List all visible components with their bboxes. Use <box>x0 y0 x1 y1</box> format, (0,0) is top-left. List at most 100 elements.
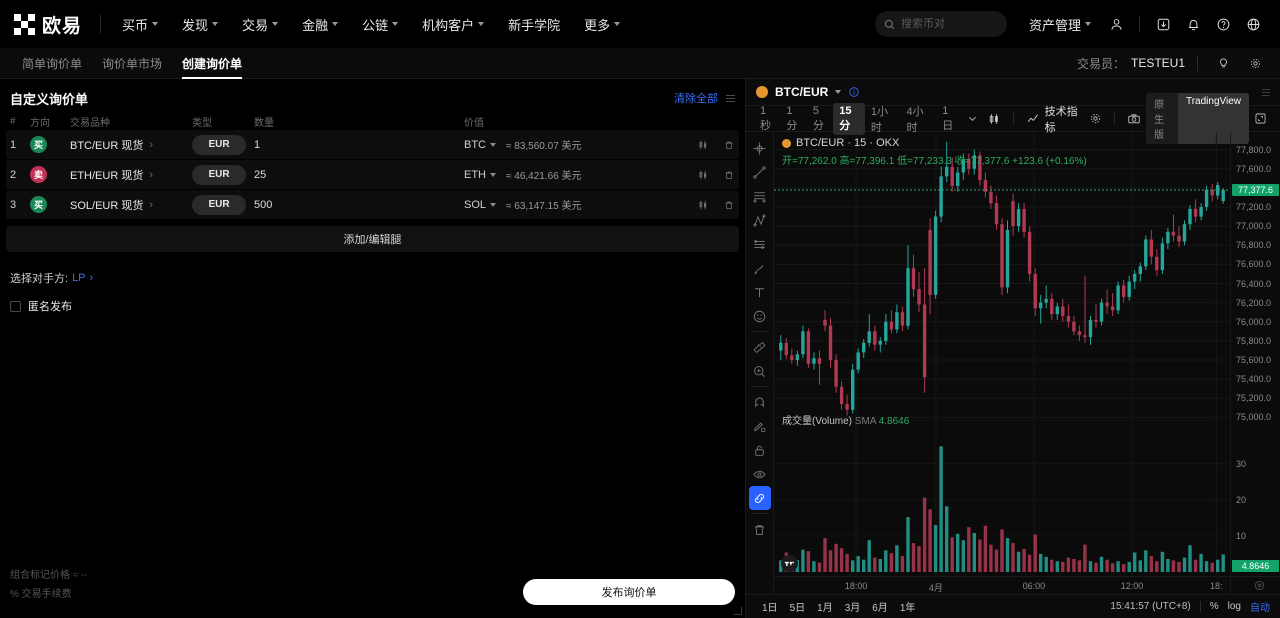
timeframe-4小时[interactable]: 4小时 <box>906 105 924 134</box>
direction-badge[interactable]: 卖 <box>30 166 47 183</box>
fib-retracement-tool-icon[interactable] <box>749 184 771 208</box>
panel-resize-grip[interactable] <box>734 607 742 615</box>
zoom-in-icon[interactable] <box>749 359 771 383</box>
delete-row-trash-icon[interactable] <box>723 169 735 181</box>
magnet-icon[interactable] <box>749 390 771 414</box>
row-symbol-cell[interactable]: ETH/EUR 现货 › <box>70 167 192 183</box>
nav-item-3[interactable]: 金融 <box>291 9 349 40</box>
timeframe-1日[interactable]: 1日 <box>942 104 954 132</box>
row-symbol-cell[interactable]: BTC/EUR 现货 › <box>70 137 192 153</box>
row-currency-select[interactable]: ETH <box>464 169 496 181</box>
tab-2[interactable]: 创建询价单 <box>172 48 252 79</box>
delete-row-trash-icon[interactable] <box>723 199 735 211</box>
globe-icon[interactable] <box>1240 11 1266 37</box>
chart-plot-area[interactable]: BTC/EUR · 15 · OKX 开=77,262.0 高=77,396.1… <box>774 132 1230 576</box>
table-row[interactable]: 2 卖 ETH/EUR 现货 › EUR 25 ETH ≈ 46,421.66 美元 <box>6 160 739 189</box>
nav-item-0[interactable]: 买币 <box>111 9 169 40</box>
type-chip[interactable]: EUR <box>192 194 246 215</box>
emoji-tool-icon[interactable] <box>749 304 771 328</box>
direction-badge[interactable]: 买 <box>30 136 47 153</box>
view-tradingview-button[interactable]: TradingView <box>1177 93 1250 144</box>
delete-row-trash-icon[interactable] <box>723 139 735 151</box>
chart-settings-gear-icon[interactable] <box>1084 112 1107 125</box>
timeframe-5分[interactable]: 5分 <box>812 104 824 132</box>
range-6月[interactable]: 6月 <box>872 603 888 614</box>
nav-item-1[interactable]: 发现 <box>171 9 229 40</box>
help-icon[interactable] <box>1210 11 1236 37</box>
range-1年[interactable]: 1年 <box>899 603 916 614</box>
nav-item-7[interactable]: 更多 <box>573 9 631 40</box>
row-quantity[interactable]: 1 <box>254 138 261 151</box>
pitchfork-tool-icon[interactable] <box>749 208 771 232</box>
snapshot-camera-icon[interactable] <box>1122 112 1146 126</box>
log-scale-button[interactable]: log <box>1227 601 1241 612</box>
chevron-down-icon[interactable] <box>835 90 842 94</box>
asset-management-menu[interactable]: 资产管理 <box>1021 9 1099 40</box>
chevron-right-icon[interactable]: › <box>149 198 154 211</box>
anonymous-checkbox[interactable] <box>10 300 21 312</box>
time-axis[interactable]: 18:00 4月 06:00 12:00 18: <box>774 576 1230 594</box>
trash-icon[interactable] <box>749 517 771 541</box>
download-icon[interactable] <box>1150 11 1176 37</box>
timeframe-1分[interactable]: 1分 <box>786 104 798 132</box>
table-row[interactable]: 1 买 BTC/EUR 现货 › EUR 1 BTC ≈ 83,560.07 美元 <box>6 130 739 159</box>
price-axis[interactable]: 77,800.077,600.077,400.077,200.077,000.0… <box>1230 132 1280 576</box>
okx-logo[interactable]: 欧易 <box>14 11 82 38</box>
direction-badge[interactable]: 买 <box>30 196 47 213</box>
range-1月[interactable]: 1月 <box>817 603 833 614</box>
chevron-right-icon[interactable]: › <box>149 168 154 181</box>
tradingview-logo[interactable] <box>781 555 798 572</box>
indicator-chart-icon[interactable] <box>1021 112 1045 126</box>
row-quantity[interactable]: 500 <box>254 198 273 211</box>
tab-0[interactable]: 简单询价单 <box>22 56 83 71</box>
candle-chart-icon[interactable] <box>697 169 709 181</box>
text-tool-icon[interactable] <box>749 280 771 304</box>
trend-line-tool-icon[interactable] <box>749 160 771 184</box>
bell-icon[interactable] <box>1180 11 1206 37</box>
panel-drag-handle[interactable] <box>726 94 735 102</box>
table-row[interactable]: 3 买 SOL/EUR 现货 › EUR 500 SOL ≈ 63,147.15 美元 <box>6 190 739 219</box>
chart-panel-drag-handle[interactable] <box>1262 88 1270 96</box>
publish-rfq-button[interactable]: 发布询价单 <box>523 579 735 605</box>
technical-indicators-button[interactable]: 技术指标 <box>1044 105 1078 134</box>
candle-type-icon[interactable] <box>982 112 1006 126</box>
timeframe-1秒[interactable]: 1秒 <box>760 104 771 132</box>
row-currency-select[interactable]: BTC <box>464 139 496 151</box>
gann-box-tool-icon[interactable] <box>749 232 771 256</box>
row-currency-select[interactable]: SOL <box>464 199 497 211</box>
nav-item-6[interactable]: 新手学院 <box>497 9 571 40</box>
crosshair-target-icon[interactable] <box>1253 579 1266 592</box>
range-1日[interactable]: 1日 <box>762 603 778 614</box>
sync-link-icon[interactable] <box>748 486 771 510</box>
search-input[interactable] <box>900 18 998 30</box>
row-quantity[interactable]: 25 <box>254 168 267 181</box>
range-5日[interactable]: 5日 <box>789 603 806 614</box>
clear-all-button[interactable]: 清除全部 <box>674 93 718 105</box>
candle-chart-icon[interactable] <box>697 199 709 211</box>
row-symbol-cell[interactable]: SOL/EUR 现货 › <box>70 197 192 213</box>
info-icon[interactable] <box>848 86 860 98</box>
timeframe-1小时[interactable]: 1小时 <box>870 105 888 134</box>
view-native-button[interactable]: 原生版 <box>1154 100 1165 141</box>
brush-tool-icon[interactable] <box>749 256 771 280</box>
lock-icon[interactable] <box>749 438 771 462</box>
crosshair-tool-icon[interactable] <box>749 136 771 160</box>
search-box[interactable] <box>874 11 1007 37</box>
chevron-right-icon[interactable]: › <box>89 272 94 284</box>
auto-scale-button[interactable]: 自动 <box>1250 603 1270 614</box>
range-3月[interactable]: 3月 <box>844 603 861 614</box>
fullscreen-icon[interactable] <box>1249 112 1272 125</box>
candle-chart-icon[interactable] <box>697 139 709 151</box>
timeframe-15分[interactable]: 15分 <box>833 102 865 135</box>
measure-ruler-icon[interactable] <box>749 335 771 359</box>
add-edit-leg-button[interactable]: 添加/编辑腿 <box>6 226 739 252</box>
draw-mode-pencil-icon[interactable] <box>749 414 771 438</box>
settings-gear-icon[interactable] <box>1242 50 1268 76</box>
bulb-icon[interactable] <box>1210 50 1236 76</box>
chevron-down-icon[interactable] <box>963 114 982 123</box>
user-icon[interactable] <box>1103 11 1129 37</box>
nav-item-5[interactable]: 机构客户 <box>411 9 495 40</box>
nav-item-4[interactable]: 公链 <box>351 9 409 40</box>
eye-visibility-icon[interactable] <box>749 462 771 486</box>
percent-scale-button[interactable]: % <box>1209 601 1219 612</box>
